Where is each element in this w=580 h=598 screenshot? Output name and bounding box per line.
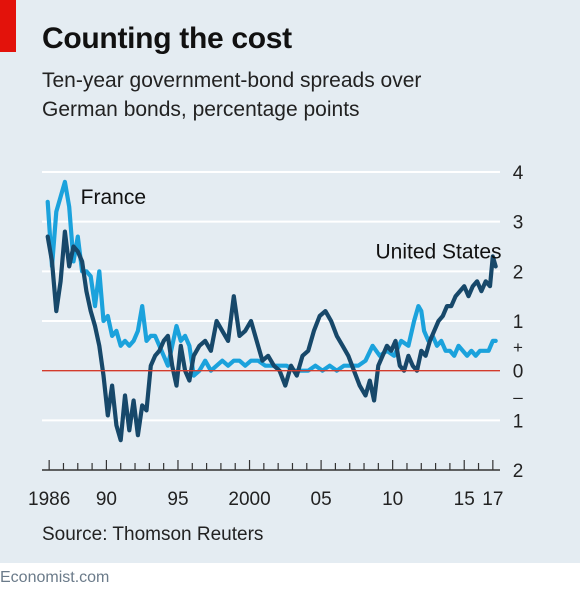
source-note: Source: Thomson Reuters [42, 524, 264, 545]
y-tick-label: 3 [513, 213, 524, 234]
x-tick-label: 15 [454, 489, 475, 510]
y-tick-label: 1 [513, 411, 524, 432]
y-sign-minus: – [513, 388, 523, 407]
annotation-united-states: United States [375, 240, 501, 263]
y-tick-label: 2 [513, 461, 524, 482]
x-tick-label: 17 [482, 489, 503, 510]
y-tick-label: 2 [513, 262, 524, 283]
y-tick-label: 1 [513, 312, 524, 333]
annotation-france: France [81, 186, 146, 209]
x-tick-label: 05 [311, 489, 332, 510]
series-line-united-states [45, 229, 498, 443]
x-tick-label: 90 [96, 489, 117, 510]
x-tick-label: 95 [167, 489, 188, 510]
y-tick-label: 4 [513, 163, 524, 184]
x-tick-label: 10 [382, 489, 403, 510]
x-tick-label: 2000 [228, 489, 270, 510]
brand-footer: Economist.com [0, 569, 110, 586]
x-tick-label: 1986 [28, 489, 70, 510]
y-tick-label: 0 [513, 362, 524, 383]
series-line-france [45, 179, 498, 378]
chart-title: Counting the cost [42, 22, 292, 55]
y-sign-plus: + [513, 338, 523, 357]
chart-subtitle: Ten-year government-bond spreads over Ge… [42, 69, 422, 121]
red-tag [0, 0, 16, 52]
